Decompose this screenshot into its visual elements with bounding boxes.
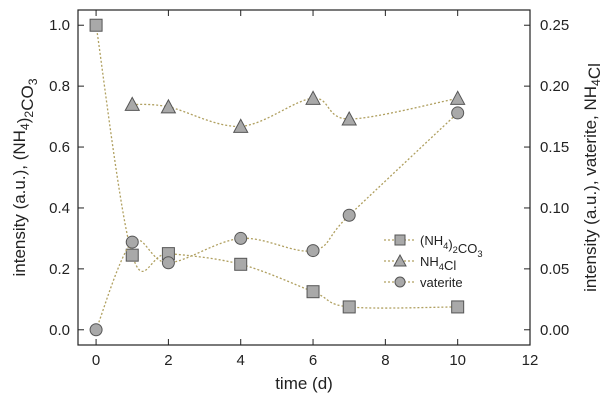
y-right-tick-label: 0.05 [540, 261, 569, 278]
x-tick-label: 2 [164, 352, 172, 369]
y-left-axis-title: intensity (a.u.), (NH4)2CO3 [10, 78, 40, 276]
data-point-circle [451, 106, 465, 120]
data-point-circle [234, 231, 248, 245]
y-right-tick-label: 0.25 [540, 17, 569, 34]
x-tick-label: 6 [309, 352, 317, 369]
x-tick-label: 10 [449, 352, 466, 369]
data-point-circle [89, 323, 103, 337]
y-right-tick-label: 0.15 [540, 139, 569, 156]
data-point-circle [125, 235, 139, 249]
data-point-triangle [160, 98, 177, 114]
legend-marker-circle [394, 276, 406, 288]
y-right-axis-title: intensity (a.u.), vaterite, NH4Cl [581, 63, 604, 292]
y-right-tick-label: 0.00 [540, 322, 569, 339]
data-point-square [89, 18, 103, 32]
x-tick-label: 0 [92, 352, 100, 369]
x-tick-label: 4 [237, 352, 245, 369]
data-point-square [451, 300, 465, 314]
legend-label: NH4Cl [420, 254, 456, 273]
data-point-circle [342, 208, 356, 222]
y-left-tick-label: 0.8 [49, 78, 70, 95]
x-axis-title: time (d) [275, 374, 333, 393]
y-left-tick-label: 0.2 [49, 261, 70, 278]
series-line-square [95, 25, 458, 309]
y-left-tick-label: 0.0 [49, 322, 70, 339]
y-right-tick-label: 0.10 [540, 200, 569, 217]
legend-marker-square [394, 234, 406, 246]
data-point-circle [306, 244, 320, 258]
legend-label: (NH4)2CO3 [420, 233, 483, 259]
series-line-circle [95, 112, 459, 331]
y-left-tick-label: 1.0 [49, 17, 70, 34]
data-point-triangle [232, 118, 249, 133]
series-line-triangle [132, 97, 458, 127]
legend-marker-triangle [393, 253, 407, 267]
data-point-square [342, 300, 356, 314]
data-point-square [234, 257, 248, 271]
plot-frame [77, 9, 531, 346]
data-point-triangle [305, 90, 321, 105]
legend-label: vaterite [420, 275, 463, 290]
data-point-square [306, 285, 320, 299]
x-tick-label: 12 [522, 352, 539, 369]
y-left-tick-label: 0.4 [49, 200, 70, 217]
data-point-triangle [124, 96, 141, 111]
data-point-circle [161, 256, 175, 270]
data-point-square [125, 248, 139, 262]
y-right-tick-label: 0.20 [540, 78, 569, 95]
y-left-tick-label: 0.6 [49, 139, 70, 156]
data-point-triangle [341, 110, 358, 126]
data-point-triangle [449, 90, 466, 105]
x-tick-label: 8 [381, 352, 389, 369]
